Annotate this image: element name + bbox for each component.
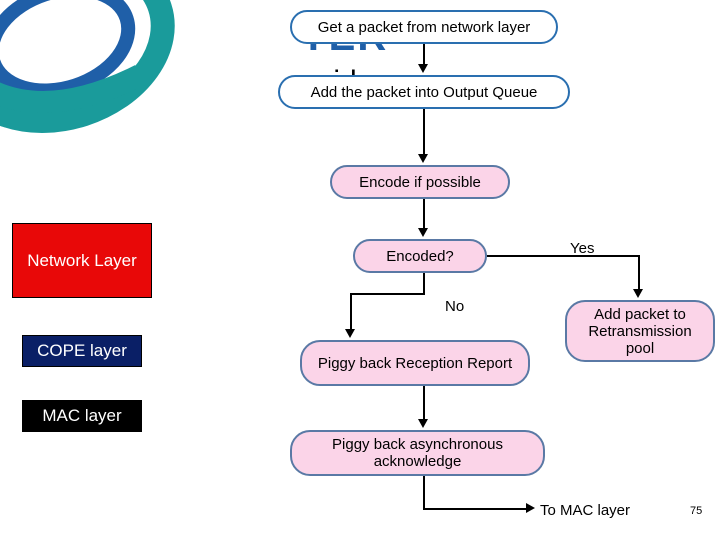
label-to-mac: To MAC layer (540, 502, 630, 519)
arrowhead (526, 503, 535, 513)
arrow (423, 508, 528, 510)
arrowhead (345, 329, 355, 338)
arrow (423, 386, 425, 421)
arrow (350, 293, 352, 331)
arrow (423, 476, 425, 508)
label-no: No (445, 298, 464, 315)
arrow (423, 109, 425, 156)
arrow (423, 273, 425, 293)
arrow (423, 44, 425, 66)
arrow (423, 199, 425, 230)
layer-cope: COPE layer (22, 335, 142, 367)
node-encode: Encode if possible (330, 165, 510, 199)
arrowhead (633, 289, 643, 298)
logo-swirl (0, 0, 200, 160)
layer-network: Network Layer (12, 223, 152, 298)
slide-number: 75 (690, 505, 702, 517)
node-piggy-report: Piggy back Reception Report (300, 340, 530, 386)
layer-mac: MAC layer (22, 400, 142, 432)
node-piggy-ack: Piggy back asynchronous acknowledge (290, 430, 545, 476)
arrowhead (418, 154, 428, 163)
arrowhead (418, 228, 428, 237)
arrowhead (418, 64, 428, 73)
node-get-packet: Get a packet from network layer (290, 10, 558, 44)
arrow (350, 293, 425, 295)
arrow (487, 255, 640, 257)
node-retrans-pool: Add packet to Retransmission pool (565, 300, 715, 362)
arrow (638, 255, 640, 291)
node-add-queue: Add the packet into Output Queue (278, 75, 570, 109)
arrowhead (418, 419, 428, 428)
node-encoded-q: Encoded? (353, 239, 487, 273)
